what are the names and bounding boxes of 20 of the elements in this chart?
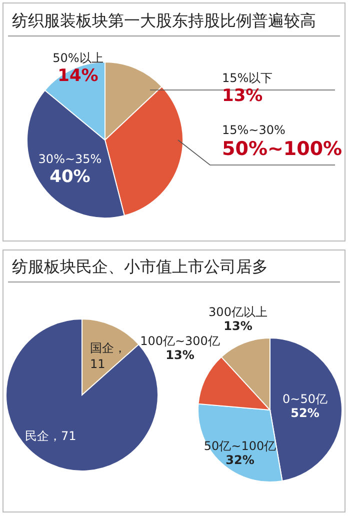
data-label: 13% [224, 319, 252, 333]
data-label: 13% [166, 348, 194, 362]
slice-label: 100亿~300亿 [140, 334, 220, 348]
data-label: 52% [290, 406, 320, 420]
slice-label: 国企 [90, 341, 114, 355]
slice-label: 民企 [25, 429, 49, 443]
slice-label: 15%以下 [222, 71, 273, 85]
data-label: 40% [50, 167, 90, 187]
slice-label: 0~50亿 [282, 392, 328, 406]
slice-label: 30%~35% [38, 152, 102, 166]
slice-label: 300亿以上 [208, 305, 268, 319]
text: 50%~100% [222, 138, 342, 160]
chart-title: 纺服板块民企、小市值上市公司居多 [12, 257, 268, 276]
slice-label: 50%以上 [52, 51, 104, 65]
slice-label: 15%~30% [222, 123, 286, 137]
data-label: 13% [222, 86, 263, 106]
data-label: 14% [58, 66, 98, 86]
data-label: ，71 [49, 429, 76, 443]
chart-title: 纺织服装板块第一大股东持股比例普遍较高 [12, 11, 316, 30]
data-label: 32% [226, 453, 254, 467]
